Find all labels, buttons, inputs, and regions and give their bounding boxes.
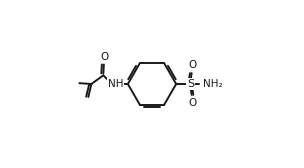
Text: NH: NH [108,78,123,89]
Text: O: O [188,60,197,70]
Text: NH₂: NH₂ [203,79,223,89]
Text: O: O [188,98,197,108]
Text: S: S [187,79,194,89]
Text: O: O [101,52,109,61]
